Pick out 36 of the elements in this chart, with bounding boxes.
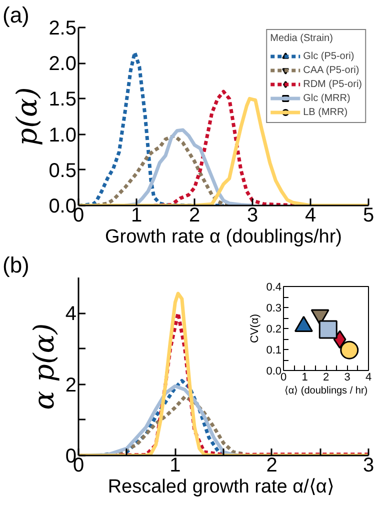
y-tick-label: 4 [65,303,76,326]
y-tick-label: 1.0 [48,124,77,146]
x-tick-label: 2 [188,204,200,226]
x-tick-label: 1 [302,372,308,384]
legend-title: Media (Strain) [270,33,334,44]
legend-label: CAA (P5-ori) [303,64,360,77]
x-tick-label: 2 [322,372,330,384]
y-tick-label: 0.2 [266,324,282,336]
y-tick-label: 1.5 [48,88,77,111]
text: (b) [2,252,30,278]
y-tick-label: 0.0 [266,366,282,378]
x-tick-label: 3 [362,454,374,476]
y-tick-label: 0.4 [266,282,282,294]
y-tick-label: 0.1 [266,344,282,356]
y-axis-title: p(α) [10,87,44,146]
legend-label: Glc (MRR) [303,92,350,105]
x-tick-label: 4 [304,204,316,226]
x-tick-label: 1 [130,204,142,226]
y-axis-title: α p(α) [27,323,60,410]
x-tick-label: 5 [362,204,374,226]
x-tick-label: 4 [365,372,372,384]
y-tick-label: 0.5 [48,160,77,182]
x-tick-label: 3 [344,372,350,384]
text: (a) [2,2,30,28]
x-tick-label: 1 [170,454,181,476]
y-tick-label: 0.3 [266,302,282,314]
y-tick-label: 2.0 [48,53,77,76]
legend-label: LB (MRR) [303,106,348,119]
legend-label: Glc (P5-ori) [303,50,354,63]
legend-label: RDM (P5-ori) [303,78,362,91]
x-axis-title: Growth rate α (doublings/hr) [105,226,342,248]
y-tick-label: 2.5 [48,18,77,40]
x-axis-title: ⟨α⟩ (doublings / hr) [284,386,368,396]
x-tick-label: 3 [246,204,258,226]
x-axis-title: Rescaled growth rate α/⟨α⟩ [108,476,334,498]
y-axis-title: CV(α) [249,314,262,343]
